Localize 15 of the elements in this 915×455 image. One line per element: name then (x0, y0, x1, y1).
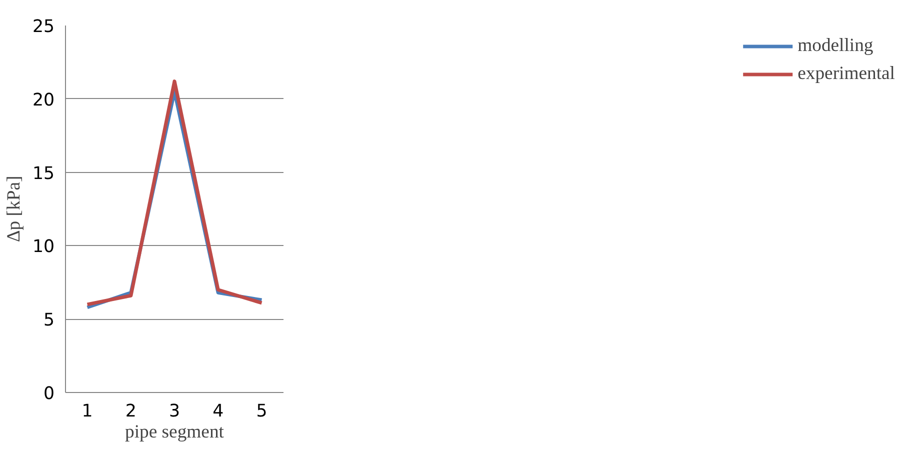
y-tick-label: 20 (32, 90, 55, 110)
y-axis-title: Δp [kPa] (3, 176, 24, 242)
y-tick-label: 25 (32, 17, 55, 37)
y-tick-label: 10 (32, 237, 55, 258)
x-tick-label: 5 (256, 402, 268, 422)
y-tick-label: 15 (32, 164, 55, 184)
x-tick-label: 1 (82, 402, 93, 422)
x-tick-label: 4 (212, 402, 224, 422)
y-tick-label: 5 (43, 310, 55, 331)
y-tick-label: 0 (43, 384, 55, 404)
x-tick-label: 2 (125, 402, 136, 422)
x-tick-label: 3 (168, 402, 180, 422)
legend-label: experimental (798, 63, 895, 85)
legend-label: modelling (798, 35, 874, 57)
x-axis-title: pipe segment (125, 422, 225, 442)
